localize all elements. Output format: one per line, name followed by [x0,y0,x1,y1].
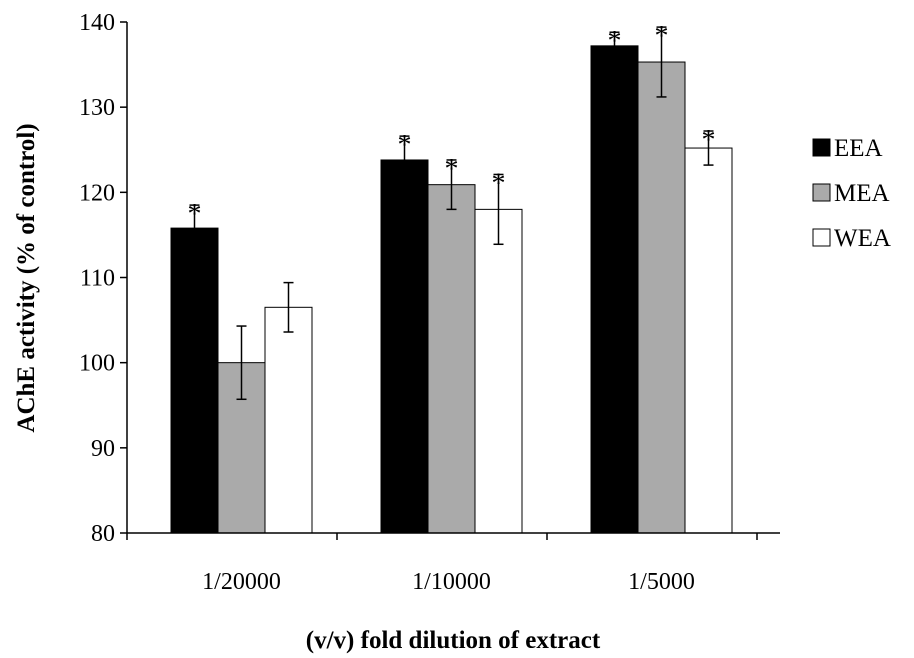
significance-star: * [702,125,716,156]
significance-star: * [655,21,669,52]
y-tick-label: 140 [79,10,115,36]
significance-star: * [492,168,506,199]
significance-star: * [398,130,412,161]
bar-eea-0 [170,227,219,534]
bars [170,45,733,534]
legend-swatch-eea [812,138,831,157]
y-tick-label: 80 [91,521,115,547]
x-axis-title: (v/v) fold dilution of extract [306,627,601,654]
legend-swatch-wea [812,228,831,247]
y-tick-label: 110 [80,266,115,292]
legend-label-wea: WEA [834,225,891,252]
y-tick-label: 130 [79,95,115,121]
y-axis-title: AChE activity (% of control) [13,123,40,432]
bar-mea-1 [427,184,476,534]
legend-label-mea: MEA [834,180,890,207]
x-tick-label: 1/20000 [202,569,281,595]
significance-markers: * * * * * * * [188,21,716,230]
significance-star: * [608,26,622,57]
x-tick-label: 1/5000 [628,569,695,595]
legend: EEA MEA WEA [812,135,891,252]
bar-eea-1 [380,159,429,534]
axes: 80 90 100 110 120 130 140 1/20000 1/10000 1/5000 [79,10,780,595]
bar-mea-2 [637,61,686,534]
x-tick-label: 1/10000 [412,569,491,595]
bar-eea-2 [590,45,639,534]
y-tick-label: 120 [79,180,115,206]
bar-wea-2 [684,147,733,534]
bar-wea-1 [474,208,523,534]
y-tick-label: 100 [79,351,115,377]
significance-star: * [188,199,202,230]
error-bars [189,26,714,401]
legend-swatch-mea [812,183,831,202]
bar-wea-0 [264,306,313,534]
legend-label-eea: EEA [834,135,883,162]
y-tick-label: 90 [91,436,115,462]
significance-star: * [445,154,459,185]
